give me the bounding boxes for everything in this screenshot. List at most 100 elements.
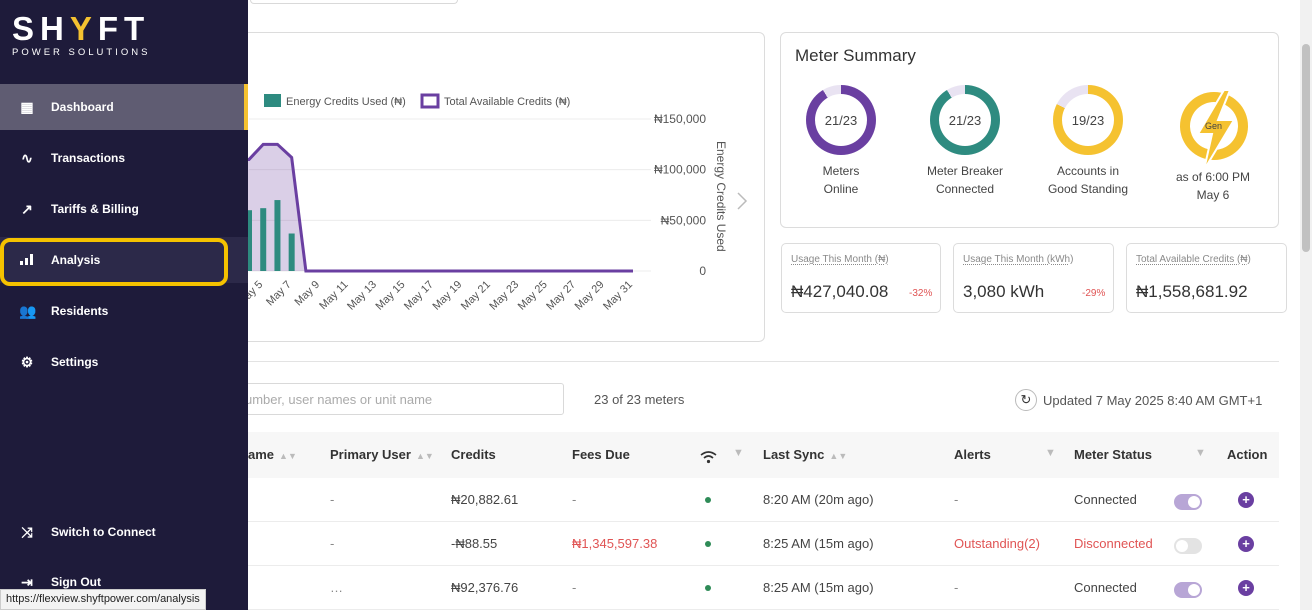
sidebar-item-analysis[interactable]: Analysis <box>0 237 248 283</box>
header-label: Last Sync <box>763 447 825 462</box>
col-name-header[interactable]: ame ▲▼ <box>248 447 297 462</box>
x-tick-label: May 23 <box>487 279 521 313</box>
meter-toggle[interactable] <box>1174 538 1202 554</box>
sort-icon: ▲▼ <box>829 451 848 461</box>
energy-bar <box>246 210 252 271</box>
sidebar-item-dashboard[interactable]: ▦ Dashboard <box>0 84 248 130</box>
add-action-icon[interactable]: + <box>1238 536 1254 552</box>
primary-user-cell: - <box>330 492 335 507</box>
stat-label: Usage This Month (kWh) <box>963 254 1074 265</box>
good-standing-ring: 19/23 <box>1053 85 1123 155</box>
ring-label-line: Online <box>823 182 859 196</box>
energy-bar <box>260 208 267 271</box>
wifi-icon <box>700 451 717 464</box>
ring-label-line: Good Standing <box>1047 182 1129 196</box>
filter-icon[interactable]: ▼ <box>733 447 744 459</box>
meter-status-cell: Connected <box>1074 492 1137 507</box>
x-tick-label: May 21 <box>459 279 493 313</box>
x-tick-label: May 29 <box>573 279 607 313</box>
sidebar-item-label: Tariffs & Billing <box>51 202 139 216</box>
x-tick-label: May 11 <box>317 279 350 312</box>
primary-user-cell: - <box>330 536 335 551</box>
table-row[interactable] <box>248 478 1279 522</box>
sidebar-item-residents[interactable]: 👥 Residents <box>0 288 248 334</box>
header-label: ame <box>248 447 275 462</box>
sidebar-item-label: Analysis <box>51 253 101 267</box>
meters-online-label: Meters Online <box>786 162 896 198</box>
sign-out-icon: ⇥ <box>21 573 33 590</box>
stat-change: -32% <box>909 288 933 299</box>
x-tick-label: May 13 <box>345 279 379 313</box>
credits-cell: -₦88.55 <box>451 536 498 551</box>
good-standing-value: 19/23 <box>1071 112 1105 128</box>
sidebar-item-transactions[interactable]: ∿ Transactions <box>0 135 248 181</box>
sort-icon: ▲▼ <box>415 451 434 461</box>
col-last-sync-header[interactable]: Last Sync ▲▼ <box>763 447 847 462</box>
meter-toggle[interactable] <box>1174 494 1202 510</box>
legend-swatch-available <box>420 93 440 109</box>
x-tick-label: May 25 <box>516 279 550 313</box>
section-divider <box>248 361 1279 362</box>
ring-label-line: Meters <box>822 164 860 178</box>
col-action-header: Action <box>1227 447 1268 462</box>
stat-value: ₦427,040.08 <box>791 282 889 301</box>
good-standing-label: Accounts in Good Standing <box>1033 162 1143 198</box>
credits-cell: ₦20,882.61 <box>451 492 519 507</box>
energy-bar <box>274 200 281 271</box>
ring-label-line: Meter Breaker <box>926 164 1004 178</box>
brand-part: SH <box>12 10 70 47</box>
fees-due-cell: - <box>572 580 577 595</box>
meter-summary-card: Meter Summary 21/23 Meters Online 21/23 M… <box>780 32 1279 228</box>
ring-label-line: Accounts in <box>1056 164 1120 178</box>
legend-label-used: Energy Credits Used (₦) <box>286 96 406 108</box>
add-action-icon[interactable]: + <box>1238 580 1254 596</box>
x-tick-label: May 15 <box>374 279 408 313</box>
online-indicator <box>705 497 711 503</box>
col-primary-user-header[interactable]: Primary User ▲▼ <box>330 447 434 462</box>
y-tick-label: ₦150,000 <box>654 112 706 126</box>
updated-text: Updated 7 May 2025 8:40 AM GMT+1 <box>1043 392 1263 408</box>
legend-label-available: Total Available Credits (₦) <box>444 96 570 108</box>
col-meter-status-header: Meter Status <box>1074 447 1153 462</box>
sidebar-item-settings[interactable]: ⚙ Settings <box>0 339 248 385</box>
gear-icon: ⚙ <box>20 353 34 370</box>
stat-change: -29% <box>1082 288 1106 299</box>
chevron-right-icon[interactable] <box>737 192 748 210</box>
y-axis-label: Energy Credits Used <box>714 141 728 252</box>
filter-icon[interactable]: ▼ <box>1045 447 1056 459</box>
top-input-edge[interactable] <box>250 0 458 4</box>
refresh-icon[interactable]: ↻ <box>1015 389 1037 411</box>
sign-out-button[interactable]: ⇥ Sign Out <box>0 559 248 605</box>
analysis-highlight-ring <box>0 238 228 286</box>
legend-swatch-used <box>264 94 281 107</box>
ring-label-line: Connected <box>935 182 995 196</box>
sidebar-item-tariffs-billing[interactable]: ↗ Tariffs & Billing <box>0 186 248 232</box>
col-alerts-header: Alerts <box>954 447 991 462</box>
switch-to-connect-button[interactable]: ⤨ Switch to Connect <box>0 509 248 555</box>
x-tick-label: May 17 <box>402 279 436 313</box>
online-indicator <box>705 585 711 591</box>
x-tick-label: May 27 <box>544 279 578 313</box>
brand-logo[interactable]: SHYFT POWER SOLUTIONS <box>12 10 150 59</box>
meter-search-input[interactable]: umber, user names or unit name <box>230 383 564 415</box>
credits-cell: ₦92,376.76 <box>451 580 519 595</box>
y-tick-label: ₦50,000 <box>661 213 707 227</box>
table-header <box>248 432 1279 478</box>
y-tick-label: ₦100,000 <box>654 163 706 177</box>
browser-status-url: https://flexview.shyftpower.com/analysis <box>0 589 206 610</box>
header-label: Primary User <box>330 447 411 462</box>
col-credits-header: Credits <box>451 447 496 462</box>
pulse-icon: ∿ <box>21 149 33 166</box>
table-row[interactable] <box>248 522 1279 566</box>
scrollbar-thumb[interactable] <box>1302 44 1310 252</box>
usage-month-naira-card: Usage This Month (₦) ₦427,040.08 -32% <box>781 243 941 313</box>
meter-toggle[interactable] <box>1174 582 1202 598</box>
gen-label: as of 6:00 PM May 6 <box>1158 168 1268 204</box>
online-indicator <box>705 541 711 547</box>
add-action-icon[interactable]: + <box>1238 492 1254 508</box>
meter-breaker-label: Meter Breaker Connected <box>910 162 1020 198</box>
filter-icon[interactable]: ▼ <box>1195 447 1206 459</box>
